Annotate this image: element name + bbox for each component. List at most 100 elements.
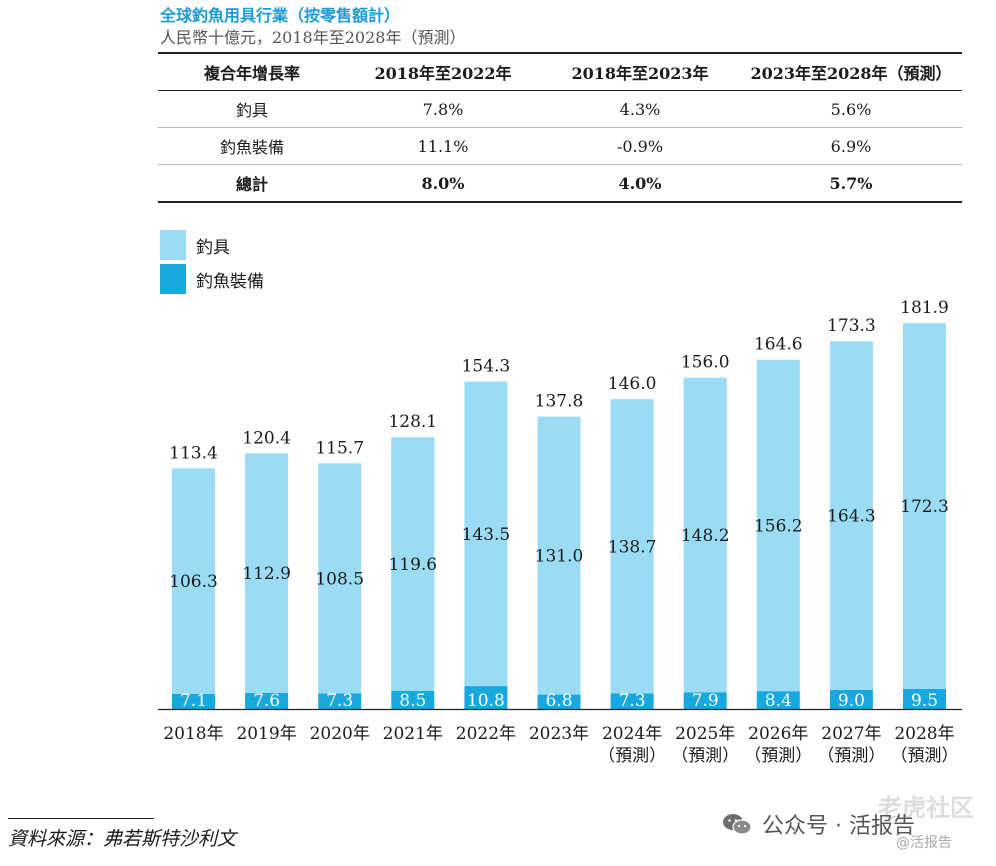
data-label-total: 137.8 <box>535 392 584 412</box>
cagr-header-label: 複合年增長率 <box>158 52 346 91</box>
cagr-header-2023-2028: 2023年至2028年（預測） <box>740 52 962 91</box>
cagr-value: 7.8% <box>346 90 540 128</box>
bar-equipment <box>610 693 654 709</box>
bar-equipment <box>318 693 362 709</box>
x-tick-label: 2025年 <box>675 724 735 744</box>
bar-tackle <box>683 377 727 693</box>
x-tick-label: 2022年 <box>456 724 516 744</box>
bar-tackle <box>537 416 581 695</box>
bar-tackle <box>756 359 800 692</box>
row-label: 釣魚裝備 <box>158 127 346 165</box>
data-label-tackle: 172.3 <box>900 497 949 517</box>
cagr-header-row: 複合年增長率 2018年至2022年 2018年至2023年 2023年至202… <box>158 52 962 91</box>
data-label-equipment: 7.6 <box>253 691 280 711</box>
data-label-total: 154.3 <box>462 357 511 377</box>
x-tick-label: （預測） <box>891 746 959 766</box>
legend-label: 釣魚裝備 <box>196 271 264 292</box>
x-tick-label: 2023年 <box>529 724 589 744</box>
source-divider <box>8 818 154 819</box>
x-tick-label: 2020年 <box>310 724 370 744</box>
cagr-header-2018-2022: 2018年至2022年 <box>346 52 540 91</box>
bar-equipment <box>391 690 435 709</box>
data-label-equipment: 8.5 <box>399 691 426 711</box>
x-tick-label: 2021年 <box>383 724 443 744</box>
cagr-value: 11.1% <box>346 127 540 165</box>
data-label-total: 156.0 <box>681 353 730 373</box>
data-label-tackle: 138.7 <box>608 537 657 557</box>
x-tick-label: （預測） <box>744 746 812 766</box>
chart-title: 全球釣魚用具行業（按零售額計） <box>160 6 401 25</box>
data-label-tackle: 143.5 <box>462 525 511 545</box>
data-label-tackle: 112.9 <box>242 564 291 584</box>
watermark: 公众号 · 活报告 <box>722 808 915 840</box>
wechat-icon <box>723 814 752 835</box>
data-label-total: 128.1 <box>388 412 437 432</box>
cagr-value: 4.3% <box>540 90 740 128</box>
bar-tackle <box>391 437 435 691</box>
watermark-sub-text: @活报告 <box>896 835 952 851</box>
data-label-tackle: 108.5 <box>315 569 364 589</box>
cagr-value: 6.9% <box>740 127 962 165</box>
x-tick-label: （預測） <box>817 746 885 766</box>
data-label-total: 115.7 <box>315 438 364 458</box>
legend-swatch <box>160 264 186 294</box>
bar-equipment <box>245 692 289 709</box>
data-label-equipment: 7.1 <box>180 691 207 711</box>
data-label-equipment: 10.8 <box>467 691 505 711</box>
source-note: 資料來源：弗若斯特沙利文 <box>8 828 237 850</box>
data-label-total: 181.9 <box>900 298 949 318</box>
data-label-tackle: 131.0 <box>535 547 584 567</box>
data-label-equipment: 8.4 <box>765 691 792 711</box>
data-label-equipment: 7.9 <box>692 691 719 711</box>
data-label-equipment: 6.8 <box>545 691 572 711</box>
data-label-tackle: 164.3 <box>827 507 876 527</box>
bar-tackle <box>610 399 654 694</box>
bar-equipment <box>172 693 215 709</box>
cagr-value: -0.9% <box>540 127 740 165</box>
bar-equipment <box>829 689 873 709</box>
x-tick-label: （預測） <box>598 746 666 766</box>
data-label-tackle: 156.2 <box>754 516 803 536</box>
data-label-total: 173.3 <box>827 316 876 336</box>
bar-equipment <box>683 692 727 709</box>
data-label-equipment: 7.3 <box>326 691 353 711</box>
legend-item-tackle: 釣具 <box>160 230 230 260</box>
data-label-tackle: 148.2 <box>681 526 730 546</box>
data-label-equipment: 9.5 <box>911 691 938 711</box>
x-tick-label: （預測） <box>671 746 739 766</box>
data-label-equipment: 9.0 <box>838 691 865 711</box>
cagr-value: 5.7% <box>740 164 962 203</box>
x-tick-label: 2018年 <box>163 724 223 744</box>
x-tick-label: 2028年 <box>894 724 954 744</box>
bar-equipment <box>903 688 946 709</box>
legend-label: 釣具 <box>196 237 230 258</box>
watermark-back-text: 老虎社区 <box>878 794 974 822</box>
x-tick-label: 2027年 <box>821 724 881 744</box>
cagr-value: 5.6% <box>740 90 962 128</box>
watermark-text: 公众号 · 活报告 <box>762 814 915 839</box>
legend-swatch <box>160 230 186 260</box>
bar-tackle <box>172 468 215 694</box>
x-tick-label: 2024年 <box>602 724 662 744</box>
cagr-value: 4.0% <box>540 164 740 203</box>
row-label: 總計 <box>158 164 346 203</box>
data-label-tackle: 119.6 <box>388 555 437 575</box>
bar-equipment <box>464 686 508 709</box>
data-label-tackle: 106.3 <box>169 572 218 592</box>
chart-subtitle: 人民幣十億元，2018年至2028年（預測） <box>160 28 466 47</box>
data-label-equipment: 7.3 <box>619 691 646 711</box>
stacked-bar-chart: 7.1 106.3 113.4 2018年 7.6 112.9 120.4 2019年 7.3 1… <box>158 298 962 766</box>
bar-equipment <box>537 694 581 709</box>
data-label-total: 120.4 <box>242 428 291 448</box>
cagr-header-2018-2023: 2018年至2023年 <box>540 52 740 91</box>
table-row: 釣具 7.8% 4.3% 5.6% <box>158 90 962 128</box>
bar-tackle <box>464 381 508 687</box>
bar-tackle <box>903 323 946 689</box>
bar-tackle <box>829 341 873 690</box>
legend-item-equipment: 釣魚裝備 <box>160 264 264 294</box>
data-label-total: 164.6 <box>754 335 803 355</box>
bar-tackle <box>318 463 362 694</box>
x-tick-label: 2019年 <box>236 724 296 744</box>
table-row-total: 總計 8.0% 4.0% 5.7% <box>158 164 962 203</box>
bar-equipment <box>756 691 800 709</box>
